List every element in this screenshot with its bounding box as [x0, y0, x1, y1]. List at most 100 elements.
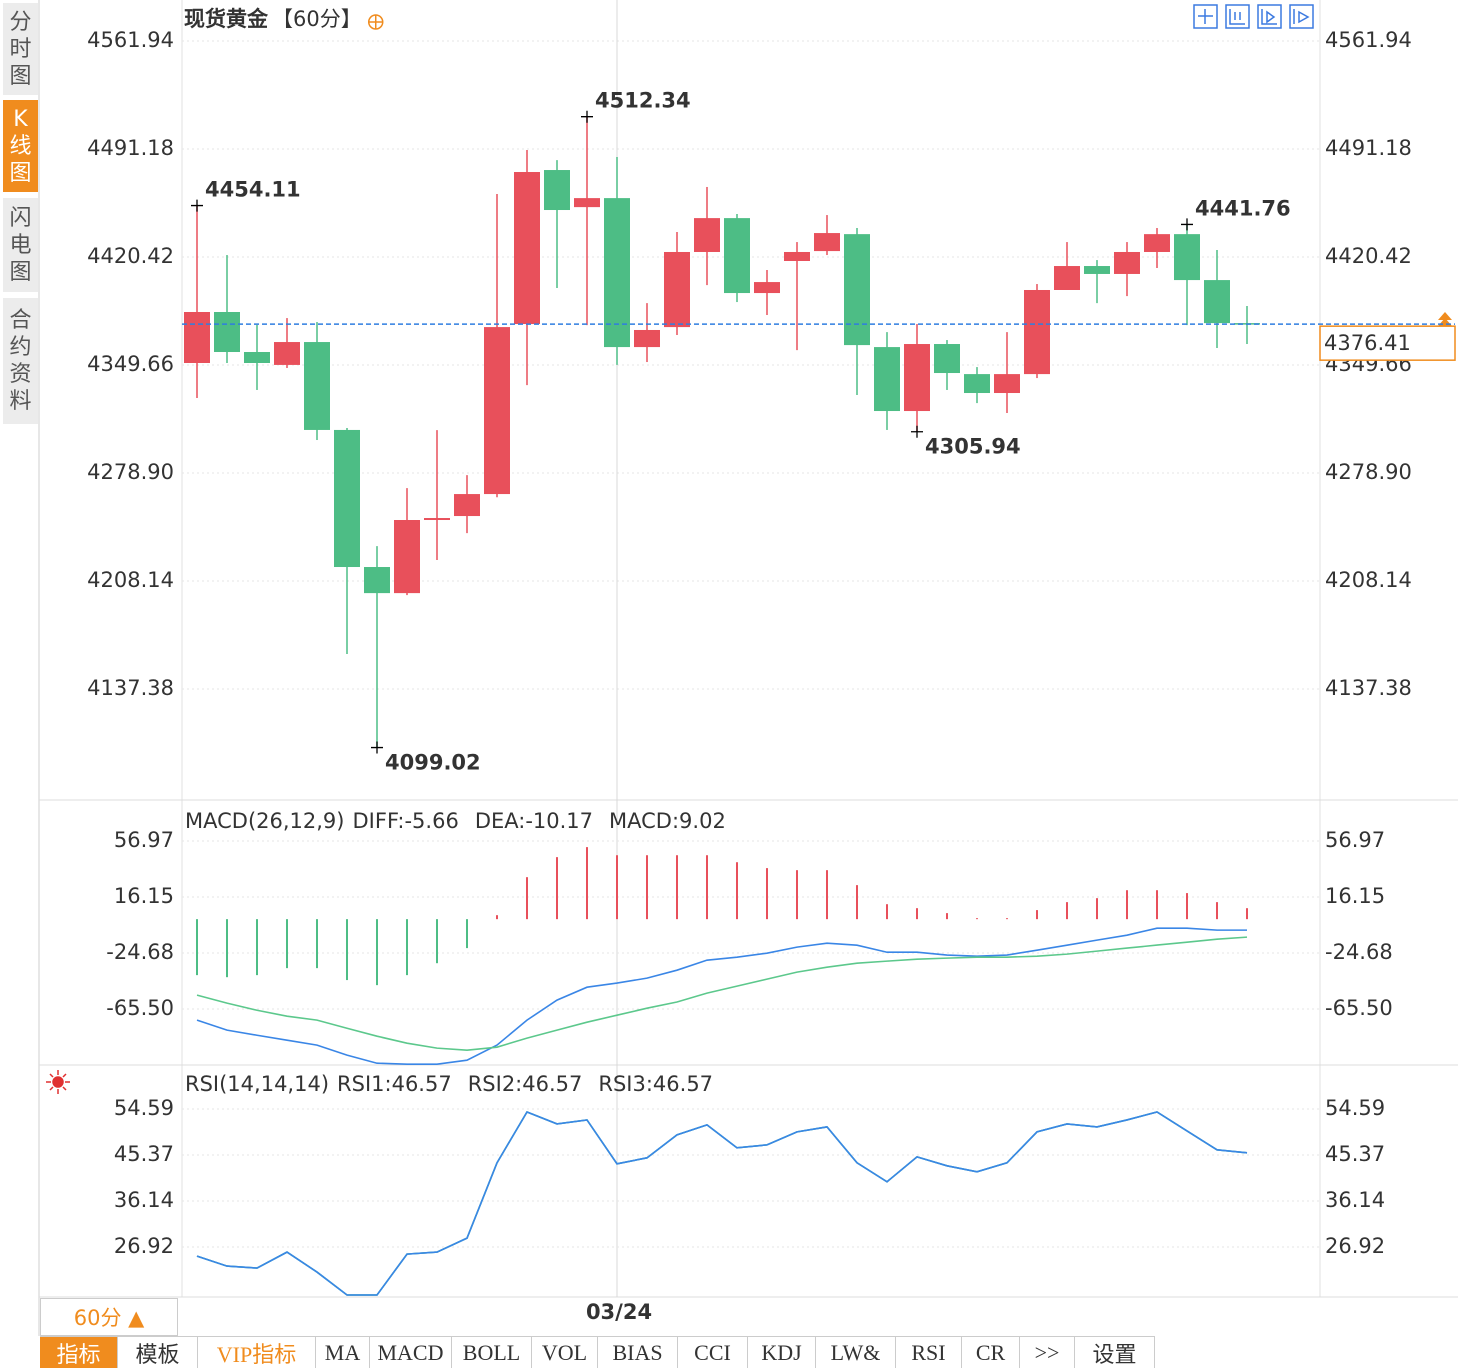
candle-body	[934, 344, 960, 374]
y-tick-label: 4137.38	[87, 676, 174, 700]
candle-body	[544, 170, 570, 211]
indicator-line	[196, 936, 1248, 1051]
y-tick-label: 45.37	[114, 1142, 174, 1166]
y2-tick-label: 54.59	[1325, 1096, 1385, 1120]
y2-tick-label: 4491.18	[1325, 136, 1412, 160]
candle-body	[454, 494, 480, 517]
low-label: 4305.94	[925, 435, 1021, 459]
tab[interactable]: 指标	[40, 1337, 118, 1368]
y-tick-label: 36.14	[114, 1188, 174, 1212]
candle-body	[694, 218, 720, 252]
candle-body	[814, 233, 840, 252]
candle-body	[754, 282, 780, 294]
tab[interactable]: KDJ	[748, 1337, 816, 1368]
candle-body	[214, 312, 240, 353]
indicator-line	[196, 1110, 1248, 1296]
y-tick-label: -24.68	[106, 940, 174, 964]
y2-tick-label: 56.97	[1325, 828, 1385, 852]
indicator-line	[196, 1110, 1248, 1296]
y2-tick-label: 36.14	[1325, 1188, 1385, 1212]
chart-subtitle: 【60分】	[272, 7, 362, 31]
y2-tick-label: 45.37	[1325, 1142, 1385, 1166]
x-tick-label: 03/24	[586, 1300, 652, 1324]
legend-label: RSI2:46.57	[468, 1072, 583, 1096]
sidebar-tab[interactable]: 合约资料	[3, 298, 38, 426]
legend-label: MACD:9.02	[609, 809, 726, 833]
price-arrow-icon[interactable]	[1438, 312, 1452, 326]
y2-tick-label: 16.15	[1325, 884, 1385, 908]
y2-tick-label: 4420.42	[1325, 244, 1412, 268]
candle-body	[634, 329, 660, 348]
y-tick-label: 4420.42	[87, 244, 174, 268]
candle-body	[244, 352, 270, 363]
candle-body	[904, 344, 930, 412]
candle-body	[364, 567, 390, 594]
candle-body	[964, 374, 990, 394]
candle-body	[424, 518, 450, 521]
tab[interactable]: VOL	[532, 1337, 598, 1368]
tab[interactable]: CCI	[678, 1337, 748, 1368]
candle-body	[1174, 234, 1200, 281]
extreme-marker	[371, 741, 383, 754]
indicator-title: RSI(14,14,14)	[185, 1072, 329, 1096]
low-label: 4099.02	[385, 751, 481, 775]
candle-body	[1054, 266, 1080, 290]
indicator-tabs: 指标 模板 VIP指标 MA MACD BOLL VOL BIAS CCI KD…	[40, 1336, 1155, 1368]
y2-tick-label: 4561.94	[1325, 28, 1412, 52]
tab[interactable]: BOLL	[452, 1337, 532, 1368]
tab[interactable]: MA	[316, 1337, 370, 1368]
indicator-line	[196, 1110, 1248, 1296]
sidebar-tab[interactable]: 闪电图	[3, 198, 38, 294]
candle-body	[394, 520, 420, 594]
tab[interactable]: LW&	[816, 1337, 896, 1368]
candle-body	[274, 342, 300, 365]
legend-label: DEA:-10.17	[475, 809, 593, 833]
y-tick-label: 56.97	[114, 828, 174, 852]
high-label: 4454.11	[205, 178, 301, 202]
candle-body	[874, 347, 900, 412]
y2-tick-label: 4278.90	[1325, 460, 1412, 484]
sidebar-tab[interactable]: 分时图	[3, 3, 38, 97]
tab[interactable]: 模板	[118, 1337, 198, 1368]
tab[interactable]: RSI	[896, 1337, 962, 1368]
y2-tick-label: 4137.38	[1325, 676, 1412, 700]
candle-body	[724, 218, 750, 294]
last-price-label: 4376.41	[1324, 331, 1411, 355]
period-button[interactable]: 60分 ▲	[40, 1298, 178, 1336]
indicator-title: MACD(26,12,9)	[185, 809, 345, 833]
tab[interactable]: CR	[962, 1337, 1020, 1368]
candle-body	[334, 429, 360, 568]
tab[interactable]: >>	[1020, 1337, 1075, 1368]
tab[interactable]: MACD	[370, 1337, 452, 1368]
last-price-tag	[1319, 325, 1456, 361]
candle-body	[1084, 266, 1110, 274]
candle-body	[184, 312, 210, 363]
candle-body	[664, 251, 690, 328]
candle-body	[514, 172, 540, 325]
candle-body	[1024, 289, 1050, 375]
candle-body	[304, 342, 330, 430]
candle-body	[484, 327, 510, 495]
y-tick-label: 26.92	[114, 1234, 174, 1258]
rsi-icon[interactable]	[46, 1070, 70, 1094]
add-icon	[368, 15, 383, 29]
y-tick-label: 4278.90	[87, 460, 174, 484]
y-tick-label: 4349.66	[87, 352, 174, 376]
toolbar-icons[interactable]	[1193, 4, 1314, 29]
tab[interactable]: BIAS	[598, 1337, 678, 1368]
candle-body	[784, 251, 810, 261]
tab[interactable]: 设置	[1075, 1337, 1155, 1368]
y-tick-label: 54.59	[114, 1096, 174, 1120]
sidebar-tab[interactable]: K线图	[3, 100, 38, 194]
tab[interactable]: VIP指标	[198, 1337, 316, 1368]
extreme-marker	[911, 425, 923, 438]
candle-body	[574, 198, 600, 208]
y2-tick-label: -24.68	[1325, 940, 1393, 964]
high-label: 4512.34	[595, 89, 691, 113]
extreme-marker	[1181, 218, 1193, 231]
extreme-marker	[191, 199, 203, 212]
candle-body	[994, 374, 1020, 394]
high-label: 4441.76	[1195, 196, 1291, 220]
